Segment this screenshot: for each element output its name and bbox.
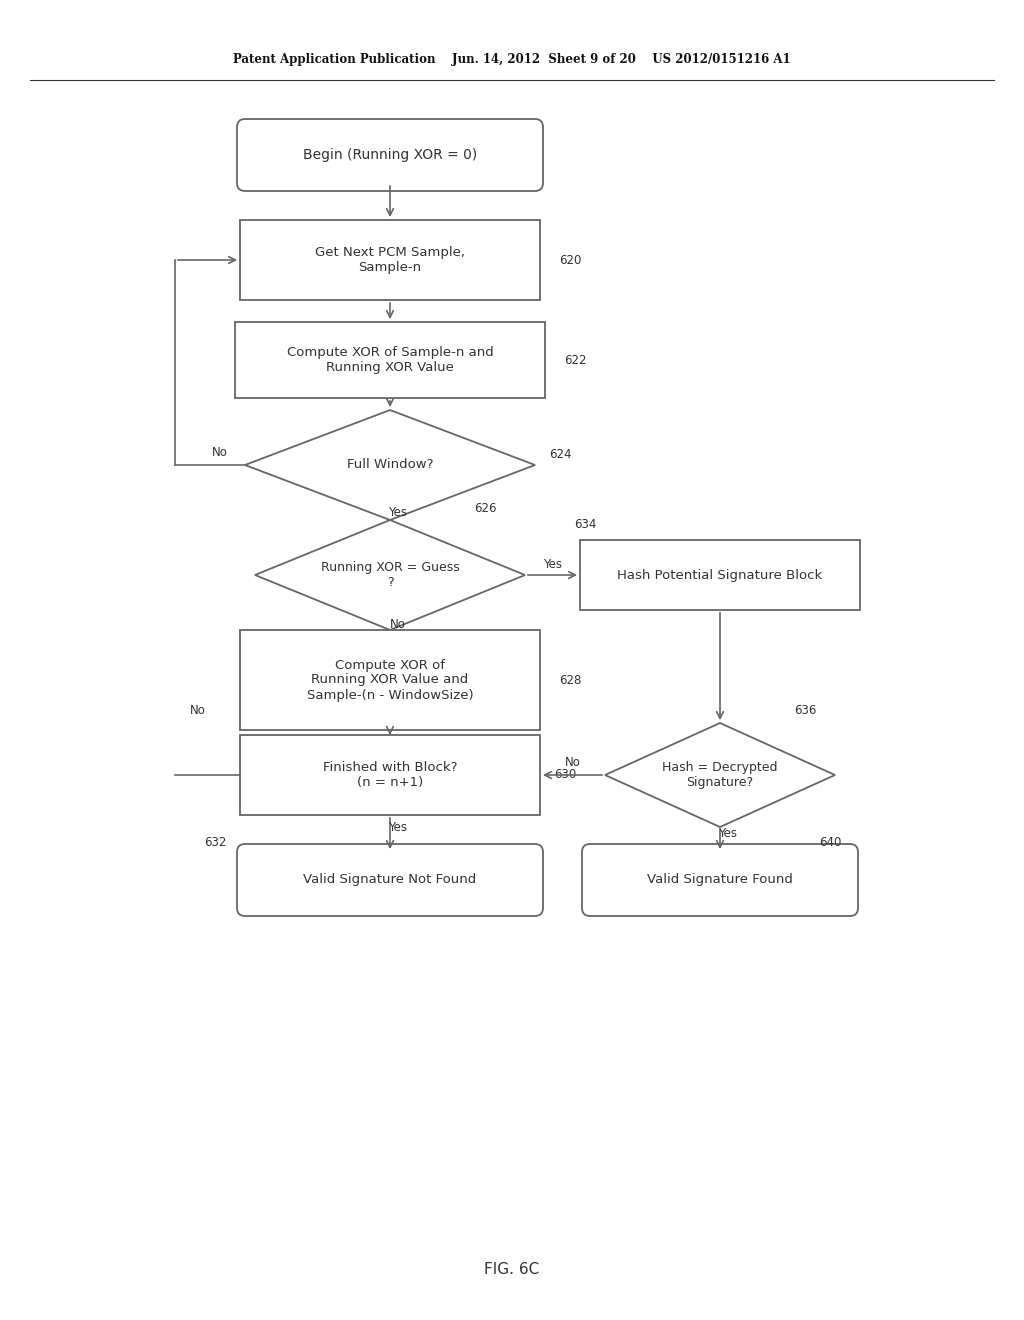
- FancyBboxPatch shape: [582, 843, 858, 916]
- Text: Get Next PCM Sample,
Sample-n: Get Next PCM Sample, Sample-n: [315, 246, 465, 275]
- Bar: [240, 630, 540, 730]
- Text: Compute XOR of Sample-n and
Running XOR Value: Compute XOR of Sample-n and Running XOR …: [287, 346, 494, 374]
- Text: Begin (Running XOR = 0): Begin (Running XOR = 0): [303, 148, 477, 162]
- Text: Hash Potential Signature Block: Hash Potential Signature Block: [617, 569, 822, 582]
- Text: No: No: [212, 446, 228, 459]
- Text: 634: 634: [573, 519, 596, 532]
- Text: 636: 636: [794, 705, 816, 718]
- Text: Full Window?: Full Window?: [347, 458, 433, 471]
- Text: Yes: Yes: [388, 821, 408, 834]
- Text: Valid Signature Not Found: Valid Signature Not Found: [303, 874, 476, 887]
- Text: 640: 640: [819, 836, 841, 849]
- Polygon shape: [255, 520, 525, 630]
- Text: Compute XOR of
Running XOR Value and
Sample-(n - WindowSize): Compute XOR of Running XOR Value and Sam…: [306, 659, 473, 701]
- Text: No: No: [190, 704, 206, 717]
- Text: No: No: [564, 756, 581, 770]
- Bar: [234, 322, 545, 399]
- Bar: [240, 220, 540, 300]
- Text: Finished with Block?
(n = n+1): Finished with Block? (n = n+1): [323, 762, 458, 789]
- Text: Hash = Decrypted
Signature?: Hash = Decrypted Signature?: [663, 762, 778, 789]
- Bar: [580, 540, 860, 610]
- Text: No: No: [390, 618, 406, 631]
- Bar: [240, 735, 540, 814]
- Text: Yes: Yes: [719, 828, 737, 840]
- Text: 628: 628: [559, 673, 582, 686]
- Text: Running XOR = Guess
?: Running XOR = Guess ?: [321, 561, 460, 589]
- Text: Yes: Yes: [388, 506, 408, 519]
- Text: Patent Application Publication    Jun. 14, 2012  Sheet 9 of 20    US 2012/015121: Patent Application Publication Jun. 14, …: [233, 54, 791, 66]
- Polygon shape: [605, 723, 835, 828]
- Text: Valid Signature Found: Valid Signature Found: [647, 874, 793, 887]
- Text: 632: 632: [204, 836, 226, 849]
- Text: 626: 626: [474, 502, 497, 515]
- FancyBboxPatch shape: [237, 119, 543, 191]
- FancyBboxPatch shape: [237, 843, 543, 916]
- Polygon shape: [245, 411, 535, 520]
- Text: Yes: Yes: [543, 558, 562, 572]
- Text: 624: 624: [549, 449, 571, 462]
- Text: FIG. 6C: FIG. 6C: [484, 1262, 540, 1278]
- Text: 622: 622: [564, 354, 587, 367]
- Text: 620: 620: [559, 253, 582, 267]
- Text: 630: 630: [554, 768, 577, 781]
